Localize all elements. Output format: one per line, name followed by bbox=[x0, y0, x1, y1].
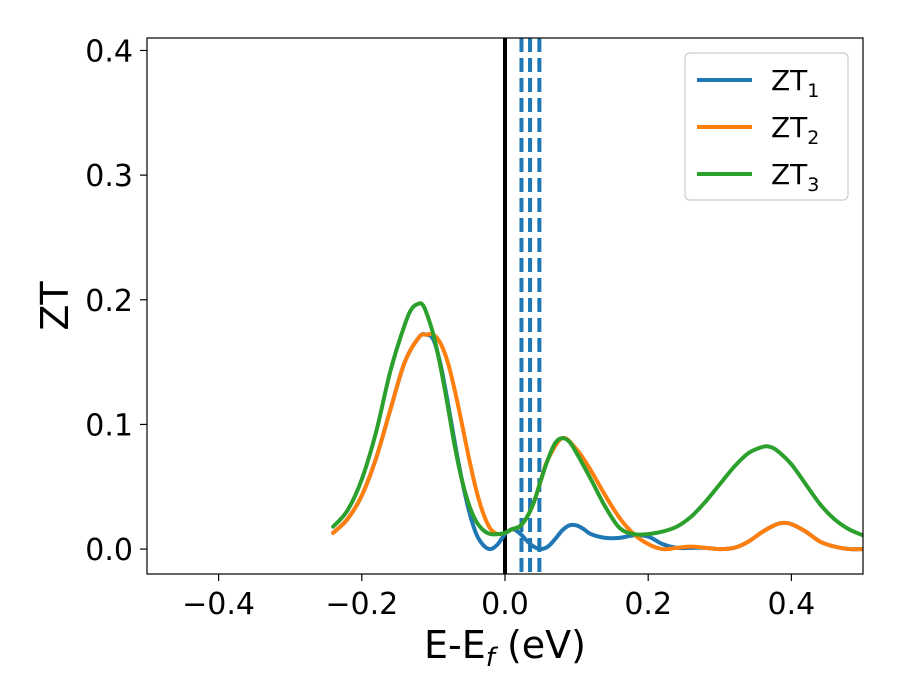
y-tick-label: 0.0 bbox=[85, 533, 133, 568]
x-tick-label: 0.0 bbox=[481, 587, 529, 622]
reference-lines bbox=[503, 38, 542, 574]
y-tick-label: 0.4 bbox=[85, 34, 133, 69]
x-tick-label: −0.4 bbox=[182, 587, 255, 622]
legend-label-zt3: ZT3 bbox=[771, 158, 819, 196]
legend-box bbox=[684, 52, 849, 201]
x-tick-label: 0.4 bbox=[768, 587, 816, 622]
y-tick-label: 0.1 bbox=[85, 408, 133, 443]
legend: ZT1 ZT2 ZT3 bbox=[684, 52, 849, 201]
x-tick-label: 0.2 bbox=[624, 587, 672, 622]
y-tick-label: 0.2 bbox=[85, 284, 133, 319]
y-axis-label: ZT bbox=[33, 281, 77, 331]
series-line-zt3 bbox=[331, 301, 863, 538]
x-tick-label: −0.2 bbox=[325, 587, 398, 622]
x-axis-ticks: −0.4 −0.2 0.0 0.2 0.4 bbox=[182, 574, 815, 622]
series-lines bbox=[331, 301, 863, 552]
legend-label-zt1: ZT1 bbox=[771, 64, 819, 102]
legend-label-zt2: ZT2 bbox=[771, 111, 819, 149]
y-axis-ticks: 0.0 0.1 0.2 0.3 0.4 bbox=[85, 34, 147, 568]
x-axis-label: E-Ef (eV) bbox=[424, 623, 586, 673]
y-tick-label: 0.3 bbox=[85, 159, 133, 194]
